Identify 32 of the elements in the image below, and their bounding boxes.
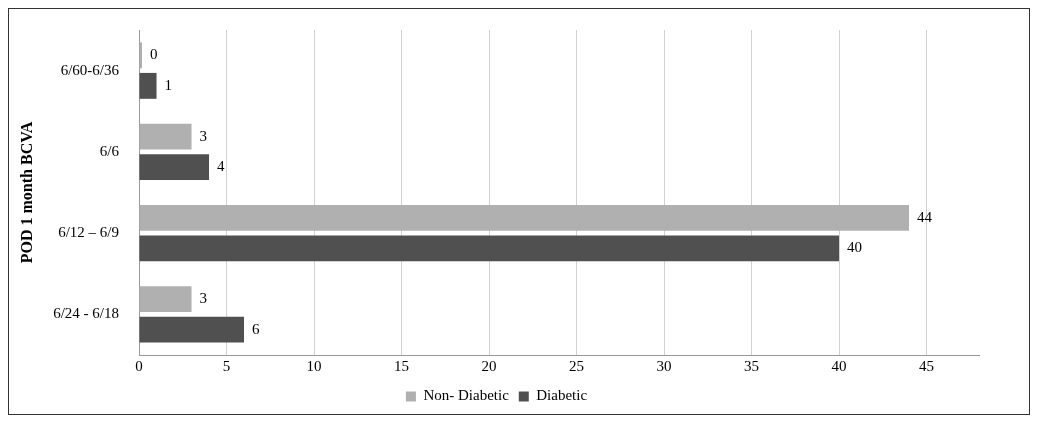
y-tick-label: 6/12 – 6/9 <box>58 224 120 241</box>
bar <box>139 204 909 231</box>
x-tick-label: 0 <box>135 357 143 374</box>
data-label: 4 <box>217 158 226 175</box>
bar <box>139 123 192 150</box>
data-label: 40 <box>847 239 863 256</box>
data-label: 0 <box>150 46 158 63</box>
x-tick-label: 15 <box>394 357 410 374</box>
x-tick-label: 35 <box>744 357 760 374</box>
x-tick-label: 10 <box>306 357 322 374</box>
y-tick-label: 6/60-6/36 <box>60 61 120 78</box>
bar <box>139 154 210 181</box>
y-tick-label: 6/6 <box>99 142 120 159</box>
x-tick-label: 45 <box>919 357 934 374</box>
legend-label: Non- Diabetic <box>423 387 510 404</box>
x-tick-label: 40 <box>831 357 847 374</box>
data-label: 3 <box>199 290 208 307</box>
y-axis-title: POD 1 month BCVA <box>17 121 35 264</box>
x-tick-label: 25 <box>569 357 585 374</box>
y-tick-label: 6/24 - 6/18 <box>53 305 120 322</box>
bar <box>139 286 192 313</box>
data-label: 6 <box>252 320 261 337</box>
data-label: 1 <box>164 76 173 93</box>
data-label: 44 <box>917 208 933 225</box>
x-tick-label: 5 <box>222 357 231 374</box>
x-tick-label: 30 <box>656 357 672 374</box>
bar <box>139 316 245 343</box>
data-label: 3 <box>199 127 208 144</box>
legend-label: Diabetic <box>536 387 588 404</box>
bar <box>139 235 840 262</box>
x-tick-label: 20 <box>481 357 497 374</box>
bar <box>139 72 157 99</box>
